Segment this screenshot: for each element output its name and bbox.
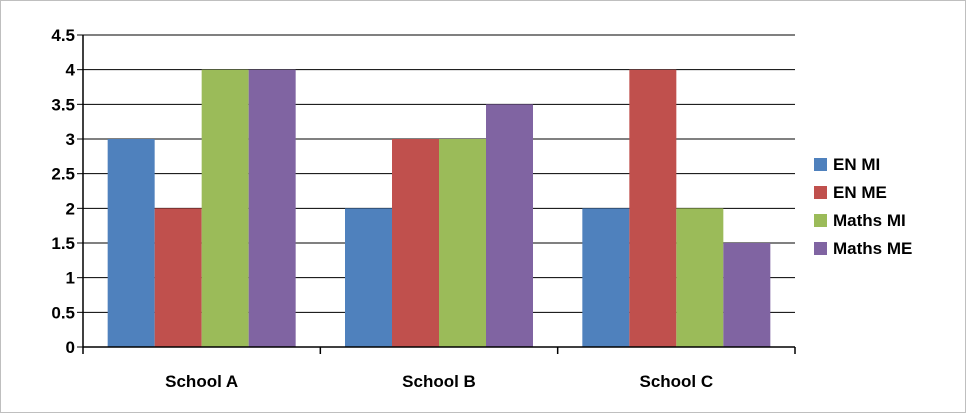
- y-tick-label: 1.5: [51, 234, 75, 253]
- y-tick-label: 2: [66, 199, 75, 218]
- y-tick-label: 4: [66, 61, 76, 80]
- y-tick-label: 1: [66, 269, 75, 288]
- bars: [107, 69, 771, 348]
- y-tick-label: 3: [66, 130, 75, 149]
- legend-label: Maths MI: [833, 211, 906, 230]
- y-tick-labels: 0 0.5 1 1.5 2 2.5 3 3.5 4 4.5: [51, 26, 75, 357]
- legend: EN MI EN ME Maths MI Maths ME: [814, 155, 912, 258]
- x-category-labels: School A School B School C: [165, 372, 713, 391]
- bar: [629, 69, 677, 348]
- bar: [107, 139, 155, 347]
- x-category-label: School A: [165, 372, 238, 391]
- bar: [248, 69, 296, 348]
- legend-label: EN ME: [833, 183, 887, 202]
- y-tick-label: 3.5: [51, 95, 75, 114]
- axes: [77, 34, 796, 354]
- x-category-label: School C: [639, 372, 713, 391]
- y-tick-label: 4.5: [51, 26, 75, 45]
- legend-label: EN MI: [833, 155, 880, 174]
- bar: [676, 208, 724, 347]
- bar: [154, 208, 202, 347]
- bar: [486, 104, 533, 347]
- legend-swatch: [814, 158, 827, 171]
- bar: [392, 139, 439, 347]
- bar: [723, 243, 771, 347]
- y-tick-label: 0.5: [51, 303, 75, 322]
- legend-swatch: [814, 186, 827, 199]
- bar: [345, 208, 392, 347]
- y-tick-label: 2.5: [51, 165, 75, 184]
- bar: [582, 208, 630, 347]
- legend-label: Maths ME: [833, 239, 912, 258]
- legend-swatch: [814, 214, 827, 227]
- legend-swatch: [814, 242, 827, 255]
- y-tick-label: 0: [66, 338, 75, 357]
- bar: [439, 139, 486, 347]
- bar: [201, 69, 249, 348]
- x-category-label: School B: [402, 372, 476, 391]
